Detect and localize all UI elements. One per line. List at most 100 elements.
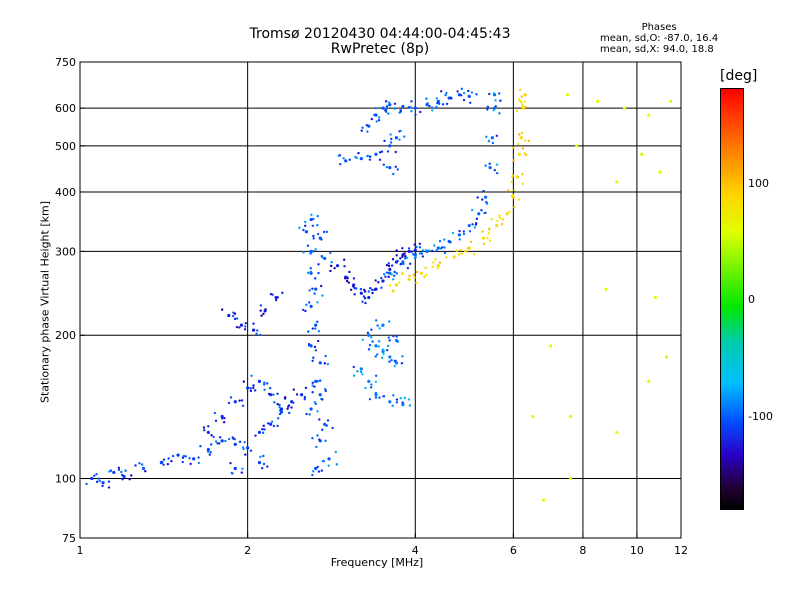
echo-dot xyxy=(369,386,373,389)
data-point xyxy=(519,136,523,140)
echo-dot xyxy=(382,352,385,356)
data-point xyxy=(488,166,492,170)
echo-dot xyxy=(437,102,441,105)
echo-dot xyxy=(475,93,478,96)
echo-dot xyxy=(323,230,326,234)
echo-dot xyxy=(244,325,247,328)
data-point xyxy=(388,166,392,170)
echo-dot xyxy=(216,442,219,445)
echo-dot xyxy=(304,224,307,227)
echo-dot xyxy=(307,330,310,333)
echo-dot xyxy=(321,294,324,297)
echo-dot xyxy=(210,434,213,437)
echo-dot xyxy=(352,374,356,377)
echo-dot xyxy=(366,154,369,158)
data-point xyxy=(206,448,210,452)
echo-dot xyxy=(418,246,422,249)
echo-dot xyxy=(311,359,314,363)
echo-dot xyxy=(385,348,389,352)
data-point xyxy=(669,99,673,103)
echo-dot xyxy=(492,109,495,112)
echo-dot xyxy=(124,469,127,472)
echo-dot xyxy=(443,246,446,249)
echo-dot xyxy=(370,288,374,292)
echo-dot xyxy=(202,426,206,429)
echo-dot xyxy=(521,172,524,176)
echo-dot xyxy=(260,314,263,317)
echo-dot xyxy=(347,281,350,284)
echo-dot xyxy=(460,252,464,255)
echo-dot xyxy=(498,112,501,115)
echo-dot xyxy=(325,230,329,234)
echo-dot xyxy=(398,111,401,114)
echo-dot xyxy=(392,334,395,338)
echo-dot xyxy=(343,264,346,268)
data-point xyxy=(413,253,417,257)
echo-dot xyxy=(386,150,390,153)
echo-dot xyxy=(426,102,429,105)
echo-dot xyxy=(370,117,374,121)
data-point xyxy=(388,400,392,404)
echo-dot xyxy=(220,417,224,420)
echo-dot xyxy=(473,253,476,256)
data-point xyxy=(309,217,313,222)
echo-dot xyxy=(368,343,372,347)
echo-dot xyxy=(439,90,443,93)
echo-dot xyxy=(309,267,312,270)
data-point xyxy=(407,277,411,282)
echo-dot xyxy=(189,462,192,466)
data-point xyxy=(658,170,662,174)
echo-dot xyxy=(389,141,393,144)
data-point xyxy=(640,152,644,156)
echo-dot xyxy=(321,398,324,401)
echo-dot xyxy=(376,324,379,327)
echo-dot xyxy=(487,232,490,235)
echo-dot xyxy=(393,359,396,363)
x-tick-label: 6 xyxy=(510,544,517,557)
echo-dot xyxy=(432,244,436,247)
echo-dot xyxy=(166,462,170,466)
echo-dot xyxy=(470,91,474,94)
data-point xyxy=(575,144,579,148)
echo-dot xyxy=(493,168,496,172)
echo-dot xyxy=(414,113,417,117)
data-point xyxy=(309,304,313,308)
echo-dot xyxy=(377,345,380,348)
echo-dot xyxy=(259,455,262,459)
echo-dot xyxy=(460,87,464,91)
echo-dot xyxy=(262,454,265,458)
echo-dot xyxy=(403,396,406,400)
echo-dot xyxy=(374,374,378,377)
echo-dot xyxy=(141,467,145,471)
data-point xyxy=(515,175,519,179)
echo-dot xyxy=(360,129,363,132)
echo-dot xyxy=(313,292,316,295)
echo-dot xyxy=(224,439,227,443)
echo-dot xyxy=(310,213,313,217)
echo-dot xyxy=(378,151,382,154)
echo-dot xyxy=(324,387,327,391)
echo-dot xyxy=(361,126,364,129)
echo-dot xyxy=(500,222,504,226)
echo-dot xyxy=(462,91,466,95)
echo-dot xyxy=(390,273,393,276)
echo-dot xyxy=(393,102,397,106)
echo-dot xyxy=(395,249,398,252)
data-point xyxy=(314,379,318,383)
echo-dot xyxy=(419,110,422,114)
data-point xyxy=(300,393,304,397)
echo-dot xyxy=(388,339,391,342)
echo-dot xyxy=(339,162,342,166)
echo-dot xyxy=(524,105,527,108)
echo-dot xyxy=(311,390,314,394)
echo-dot xyxy=(398,281,401,284)
phase-colorbar xyxy=(720,88,744,510)
echo-dot xyxy=(401,401,404,404)
data-point xyxy=(323,256,327,261)
echo-dot xyxy=(518,88,522,92)
echo-dot xyxy=(423,275,426,278)
echo-dot xyxy=(382,272,386,276)
echo-dot xyxy=(495,134,499,138)
echo-dot xyxy=(469,240,473,244)
echo-dot xyxy=(523,152,526,155)
